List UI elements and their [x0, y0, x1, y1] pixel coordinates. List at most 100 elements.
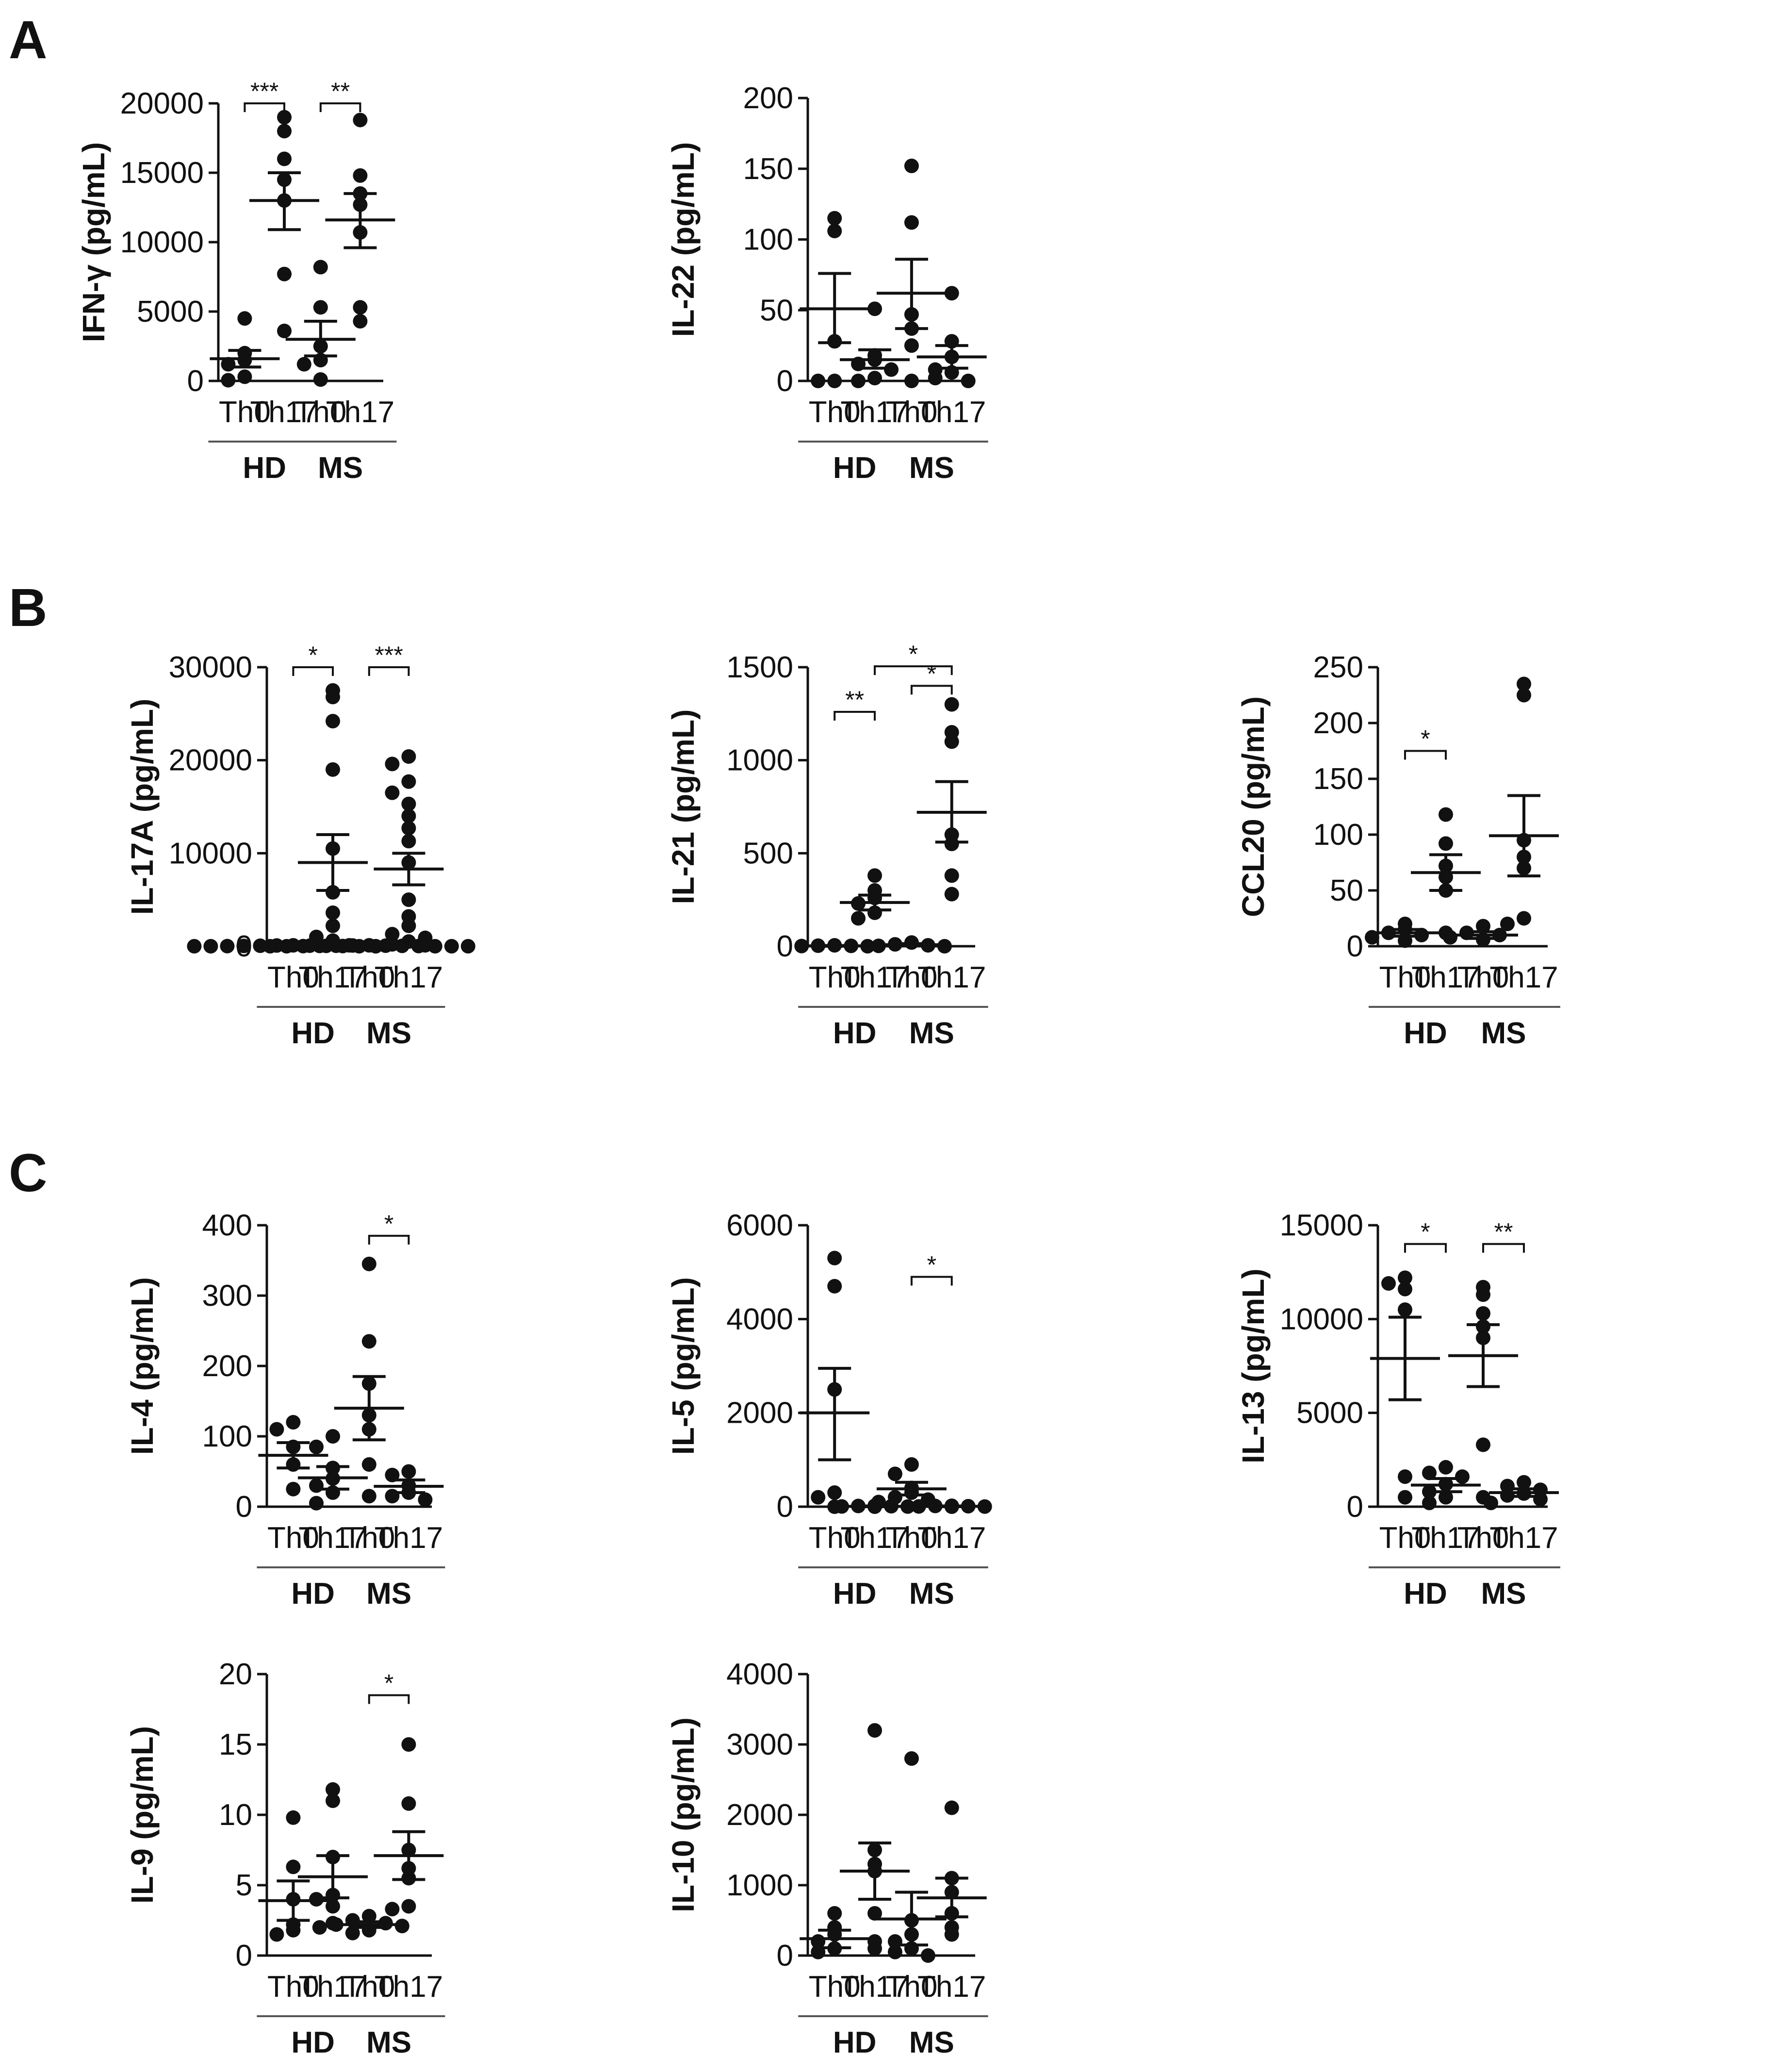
il9-x-tick-label: Th0: [267, 1970, 319, 2004]
il13-group-label: HD: [1404, 1577, 1447, 1611]
il22-data-point: [867, 301, 882, 316]
il17a-data-point: [418, 938, 433, 953]
ifng-y-tick-label: 0: [187, 364, 204, 398]
il4-data-point: [361, 1457, 376, 1472]
ccl20-y-axis-title: CCL20 (pg/mL): [1236, 696, 1271, 917]
ccl20-group-label: HD: [1404, 1017, 1447, 1050]
il13-data-point: [1455, 1469, 1470, 1484]
il4-data-point: [326, 1429, 340, 1444]
il17a-x-tick-label: Th17: [375, 961, 443, 994]
il17a-data-point: [236, 938, 251, 954]
il22-group-label: MS: [909, 451, 954, 485]
ccl20-data-point: [1439, 836, 1453, 851]
il22-y-tick-label: 0: [777, 364, 793, 398]
il4-data-point: [269, 1422, 284, 1437]
il17a-group-label: MS: [366, 1017, 411, 1050]
il4-data-point: [401, 1464, 416, 1479]
il5-y-tick-label: 4000: [726, 1302, 793, 1336]
il21-x-tick-label: Th0: [809, 961, 861, 994]
il17a-data-point: [279, 939, 294, 954]
ccl20-group-label: MS: [1481, 1017, 1526, 1050]
il22-data-point: [827, 211, 842, 226]
ifng-data-point: [313, 260, 328, 275]
il4-group-label: HD: [291, 1577, 335, 1611]
il21-y-tick-label: 500: [743, 837, 793, 870]
il5-data-point: [887, 1466, 902, 1481]
il5-significance-label: *: [927, 1251, 936, 1278]
il17a-x-tick-label: Th0: [343, 961, 395, 994]
il21-significance-label: *: [927, 660, 936, 687]
ifng-data-point: [313, 372, 328, 387]
il22-y-tick-label: 100: [743, 223, 793, 257]
il17a-data-point: [385, 927, 400, 942]
il21-y-tick-label: 1000: [726, 744, 793, 777]
il17a-data-point: [326, 714, 340, 729]
il4-data-point: [361, 1334, 376, 1349]
il9-y-tick-label: 5: [236, 1869, 252, 1902]
il22-x-tick-label: Th17: [917, 395, 986, 429]
il9-data-point: [401, 1737, 416, 1752]
il22-data-point: [961, 374, 976, 388]
il4-data-point: [309, 1439, 324, 1454]
il17a-data-point: [385, 785, 400, 800]
il21-data-point: [944, 837, 959, 852]
il4-y-tick-label: 0: [236, 1490, 252, 1524]
il4-y-axis-title: IL-4 (pg/mL): [125, 1277, 160, 1455]
il10-x-tick-label: Th0: [809, 1970, 861, 2004]
il17a-data-point: [401, 934, 416, 949]
panel-letter-c: C: [9, 1143, 47, 1203]
il22-y-tick-label: 50: [760, 294, 793, 327]
il9-significance-bracket: [368, 1694, 410, 1704]
il5-y-tick-label: 6000: [726, 1209, 793, 1242]
il4-group-label: MS: [366, 1577, 411, 1611]
il22-data-point: [944, 286, 959, 301]
il5-y-tick-label: 0: [777, 1490, 793, 1524]
il4-y-tick-label: 300: [202, 1279, 252, 1313]
il13-data-point: [1476, 1287, 1490, 1302]
il21-x-tick-label: Th17: [917, 961, 986, 994]
il9-y-tick-label: 20: [219, 1658, 252, 1691]
il4-x-tick-label: Th17: [375, 1521, 443, 1555]
ifng-data-point: [353, 113, 368, 128]
il4-data-point: [309, 1496, 324, 1511]
il17a-data-point: [401, 892, 416, 907]
il17a-x-tick-label: Th17: [298, 961, 367, 994]
il21-data-point: [944, 697, 959, 712]
il4-significance-bracket: [368, 1234, 410, 1245]
il4-data-point: [385, 1489, 400, 1504]
ccl20-x-tick-label: Th0: [1457, 961, 1509, 994]
il17a-y-tick-label: 10000: [169, 837, 252, 870]
il22-data-point: [827, 224, 842, 239]
il13-data-point: [1398, 1469, 1412, 1484]
ifng-data-point: [277, 124, 292, 139]
il13-group-label: MS: [1481, 1577, 1526, 1611]
il21-data-point: [937, 939, 952, 954]
il21-data-point: [851, 911, 866, 926]
il9-data-point: [401, 1899, 416, 1914]
il9-data-point: [361, 1908, 376, 1924]
il17a-data-point: [385, 756, 400, 772]
il13-significance-label: *: [1421, 1218, 1430, 1246]
ccl20-data-point: [1500, 917, 1515, 931]
il17a-data-point: [401, 808, 416, 823]
il17a-y-tick-label: 20000: [169, 744, 252, 777]
il5-data-point: [827, 1485, 842, 1500]
ccl20-data-point: [1517, 676, 1531, 691]
il21-data-point: [944, 734, 959, 749]
il21-significance-bracket: [910, 685, 953, 695]
il17a-data-point: [262, 939, 278, 954]
il13-data-point: [1533, 1492, 1548, 1507]
il17a-y-axis-title: IL-17A (pg/mL): [125, 699, 160, 915]
il17a-data-point: [444, 939, 459, 954]
ifng-data-point: [277, 151, 292, 166]
il5-data-point: [827, 1250, 842, 1266]
il9-data-point: [286, 1923, 301, 1938]
il4-data-point: [361, 1256, 376, 1271]
ifng-data-point: [277, 266, 292, 281]
il21-x-tick-label: Th17: [840, 961, 909, 994]
il10-y-tick-label: 2000: [726, 1798, 793, 1832]
il4-data-point: [418, 1492, 433, 1507]
il21-group-label: HD: [833, 1017, 877, 1050]
